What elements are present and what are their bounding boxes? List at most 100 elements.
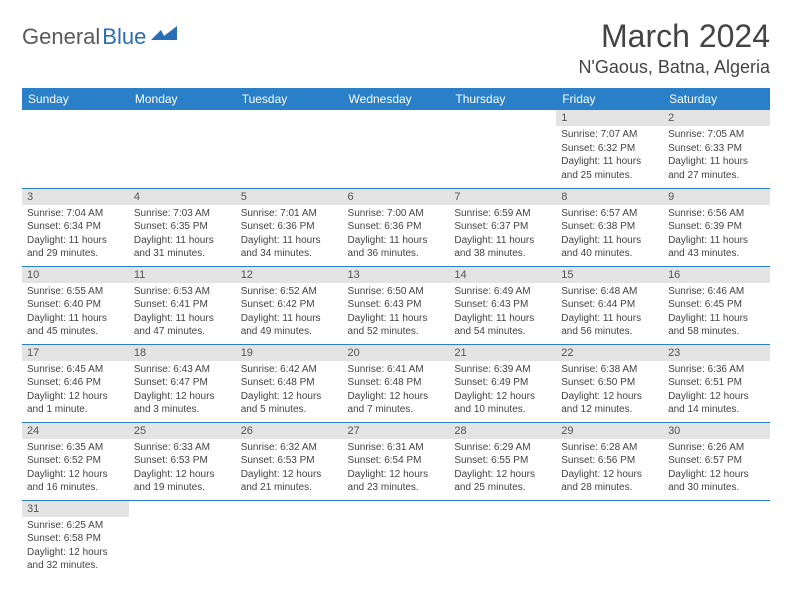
sunset-text: Sunset: 6:40 PM	[27, 298, 124, 312]
calendar-day-cell: 30Sunrise: 6:26 AMSunset: 6:57 PMDayligh…	[663, 422, 770, 500]
sunset-text: Sunset: 6:58 PM	[27, 532, 124, 546]
day-number: 17	[22, 345, 129, 361]
sunrise-text: Sunrise: 6:41 AM	[348, 363, 445, 377]
calendar-week-row: 10Sunrise: 6:55 AMSunset: 6:40 PMDayligh…	[22, 266, 770, 344]
sunset-text: Sunset: 6:50 PM	[561, 376, 658, 390]
sunset-text: Sunset: 6:42 PM	[241, 298, 338, 312]
day-details: Sunrise: 7:00 AMSunset: 6:36 PMDaylight:…	[343, 205, 450, 265]
day-details: Sunrise: 6:26 AMSunset: 6:57 PMDaylight:…	[663, 439, 770, 499]
day-details: Sunrise: 6:56 AMSunset: 6:39 PMDaylight:…	[663, 205, 770, 265]
sunrise-text: Sunrise: 6:31 AM	[348, 441, 445, 455]
day-number: 5	[236, 189, 343, 205]
calendar-day-cell: 26Sunrise: 6:32 AMSunset: 6:53 PMDayligh…	[236, 422, 343, 500]
daylight-text: Daylight: 12 hours	[241, 390, 338, 404]
calendar-day-cell: 4Sunrise: 7:03 AMSunset: 6:35 PMDaylight…	[129, 188, 236, 266]
daylight-text: Daylight: 11 hours	[27, 234, 124, 248]
day-details: Sunrise: 6:39 AMSunset: 6:49 PMDaylight:…	[449, 361, 556, 421]
sunset-text: Sunset: 6:46 PM	[27, 376, 124, 390]
daylight-text: Daylight: 11 hours	[134, 312, 231, 326]
day-details: Sunrise: 6:55 AMSunset: 6:40 PMDaylight:…	[22, 283, 129, 343]
sunrise-text: Sunrise: 6:57 AM	[561, 207, 658, 221]
sunset-text: Sunset: 6:53 PM	[241, 454, 338, 468]
day-details: Sunrise: 6:25 AMSunset: 6:58 PMDaylight:…	[22, 517, 129, 577]
sunrise-text: Sunrise: 6:46 AM	[668, 285, 765, 299]
day-number: 6	[343, 189, 450, 205]
daylight-text: Daylight: 12 hours	[348, 468, 445, 482]
sunrise-text: Sunrise: 6:25 AM	[27, 519, 124, 533]
logo: General Blue	[22, 24, 177, 50]
daylight-text: and 52 minutes.	[348, 325, 445, 339]
daylight-text: Daylight: 11 hours	[348, 234, 445, 248]
calendar-day-cell	[236, 500, 343, 578]
day-details: Sunrise: 6:36 AMSunset: 6:51 PMDaylight:…	[663, 361, 770, 421]
calendar-day-cell	[129, 110, 236, 188]
sunset-text: Sunset: 6:37 PM	[454, 220, 551, 234]
day-number: 31	[22, 501, 129, 517]
calendar-day-cell: 16Sunrise: 6:46 AMSunset: 6:45 PMDayligh…	[663, 266, 770, 344]
day-number: 23	[663, 345, 770, 361]
daylight-text: and 36 minutes.	[348, 247, 445, 261]
day-number: 3	[22, 189, 129, 205]
calendar-day-cell	[22, 110, 129, 188]
sunset-text: Sunset: 6:36 PM	[348, 220, 445, 234]
calendar-day-cell: 27Sunrise: 6:31 AMSunset: 6:54 PMDayligh…	[343, 422, 450, 500]
sunrise-text: Sunrise: 6:39 AM	[454, 363, 551, 377]
daylight-text: and 14 minutes.	[668, 403, 765, 417]
weekday-header-row: Sunday Monday Tuesday Wednesday Thursday…	[22, 88, 770, 110]
sunset-text: Sunset: 6:49 PM	[454, 376, 551, 390]
daylight-text: Daylight: 11 hours	[454, 234, 551, 248]
day-details: Sunrise: 6:41 AMSunset: 6:48 PMDaylight:…	[343, 361, 450, 421]
day-details: Sunrise: 7:07 AMSunset: 6:32 PMDaylight:…	[556, 126, 663, 186]
day-details: Sunrise: 7:04 AMSunset: 6:34 PMDaylight:…	[22, 205, 129, 265]
daylight-text: and 32 minutes.	[27, 559, 124, 573]
day-number: 29	[556, 423, 663, 439]
sunrise-text: Sunrise: 6:35 AM	[27, 441, 124, 455]
day-details: Sunrise: 7:03 AMSunset: 6:35 PMDaylight:…	[129, 205, 236, 265]
sunrise-text: Sunrise: 6:29 AM	[454, 441, 551, 455]
day-details: Sunrise: 7:01 AMSunset: 6:36 PMDaylight:…	[236, 205, 343, 265]
calendar-day-cell: 7Sunrise: 6:59 AMSunset: 6:37 PMDaylight…	[449, 188, 556, 266]
daylight-text: Daylight: 11 hours	[561, 234, 658, 248]
daylight-text: Daylight: 12 hours	[454, 390, 551, 404]
daylight-text: and 30 minutes.	[668, 481, 765, 495]
sunrise-text: Sunrise: 7:00 AM	[348, 207, 445, 221]
day-details: Sunrise: 6:32 AMSunset: 6:53 PMDaylight:…	[236, 439, 343, 499]
sunrise-text: Sunrise: 7:05 AM	[668, 128, 765, 142]
header: General Blue March 2024 N'Gaous, Batna, …	[22, 18, 770, 78]
calendar-day-cell: 23Sunrise: 6:36 AMSunset: 6:51 PMDayligh…	[663, 344, 770, 422]
daylight-text: and 1 minute.	[27, 403, 124, 417]
calendar-table: Sunday Monday Tuesday Wednesday Thursday…	[22, 88, 770, 578]
sunrise-text: Sunrise: 6:55 AM	[27, 285, 124, 299]
weekday-header: Tuesday	[236, 88, 343, 110]
sunset-text: Sunset: 6:41 PM	[134, 298, 231, 312]
calendar-day-cell: 10Sunrise: 6:55 AMSunset: 6:40 PMDayligh…	[22, 266, 129, 344]
flag-icon	[151, 26, 177, 49]
daylight-text: Daylight: 12 hours	[134, 468, 231, 482]
sunset-text: Sunset: 6:54 PM	[348, 454, 445, 468]
calendar-week-row: 3Sunrise: 7:04 AMSunset: 6:34 PMDaylight…	[22, 188, 770, 266]
day-number: 21	[449, 345, 556, 361]
daylight-text: and 12 minutes.	[561, 403, 658, 417]
daylight-text: and 25 minutes.	[561, 169, 658, 183]
calendar-day-cell: 12Sunrise: 6:52 AMSunset: 6:42 PMDayligh…	[236, 266, 343, 344]
calendar-week-row: 17Sunrise: 6:45 AMSunset: 6:46 PMDayligh…	[22, 344, 770, 422]
daylight-text: Daylight: 12 hours	[241, 468, 338, 482]
calendar-day-cell	[449, 110, 556, 188]
calendar-day-cell	[449, 500, 556, 578]
weekday-header: Monday	[129, 88, 236, 110]
calendar-day-cell: 29Sunrise: 6:28 AMSunset: 6:56 PMDayligh…	[556, 422, 663, 500]
sunset-text: Sunset: 6:35 PM	[134, 220, 231, 234]
sunset-text: Sunset: 6:57 PM	[668, 454, 765, 468]
sunset-text: Sunset: 6:56 PM	[561, 454, 658, 468]
calendar-day-cell: 13Sunrise: 6:50 AMSunset: 6:43 PMDayligh…	[343, 266, 450, 344]
sunrise-text: Sunrise: 6:50 AM	[348, 285, 445, 299]
day-details: Sunrise: 6:31 AMSunset: 6:54 PMDaylight:…	[343, 439, 450, 499]
sunset-text: Sunset: 6:47 PM	[134, 376, 231, 390]
calendar-day-cell: 3Sunrise: 7:04 AMSunset: 6:34 PMDaylight…	[22, 188, 129, 266]
day-details: Sunrise: 6:50 AMSunset: 6:43 PMDaylight:…	[343, 283, 450, 343]
day-number: 22	[556, 345, 663, 361]
sunset-text: Sunset: 6:33 PM	[668, 142, 765, 156]
day-number: 11	[129, 267, 236, 283]
logo-text-general: General	[22, 24, 100, 50]
day-details: Sunrise: 6:52 AMSunset: 6:42 PMDaylight:…	[236, 283, 343, 343]
